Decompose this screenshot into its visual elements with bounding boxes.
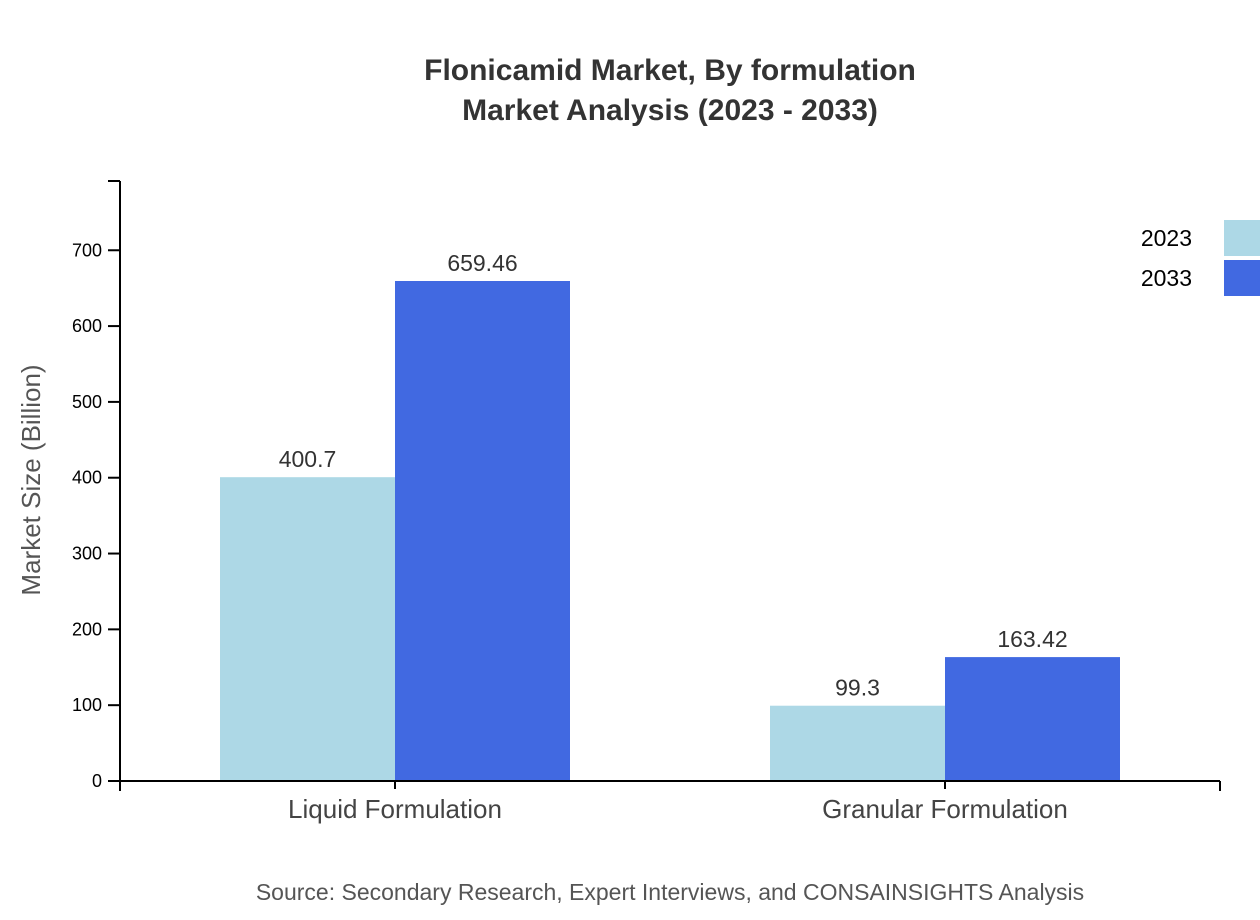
legend-label: 2023: [1141, 225, 1192, 251]
y-tick-label: 500: [72, 392, 102, 412]
bars-group: 400.7 659.46 99.3 163.42: [220, 250, 1120, 781]
x-tick-label: Granular Formulation: [822, 794, 1068, 824]
y-tick-label: 200: [72, 619, 102, 639]
bar-2023-1: [770, 705, 945, 781]
legend: 2023 2033: [1141, 220, 1260, 296]
data-label: 659.46: [447, 250, 517, 276]
y-tick-label: 300: [72, 544, 102, 564]
y-tick-label: 600: [72, 316, 102, 336]
x-tick-label: Liquid Formulation: [288, 794, 502, 824]
bar-2033-0: [395, 280, 570, 781]
bar-2033-1: [945, 657, 1120, 781]
y-tick-label: 400: [72, 468, 102, 488]
legend-swatch-2033: [1224, 260, 1260, 296]
data-label: 99.3: [835, 675, 880, 701]
data-label: 400.7: [279, 446, 337, 472]
axes-group: Liquid Formulation Granular Formulation 0 1…: [72, 180, 1221, 824]
chart-title: Flonicamid Market, By formulation: [424, 54, 916, 87]
y-axis-label: Market Size (Billion): [16, 364, 46, 595]
bar-2023-0: [220, 477, 395, 781]
y-tick-label: 700: [72, 240, 102, 260]
source-note: Source: Secondary Research, Expert Inter…: [256, 879, 1084, 905]
legend-swatch-2023: [1224, 220, 1260, 256]
data-label: 163.42: [997, 626, 1067, 652]
y-tick-label: 100: [72, 695, 102, 715]
y-tick-label: 0: [92, 771, 102, 791]
chart-subtitle: Market Analysis (2023 - 2033): [462, 94, 878, 127]
legend-label: 2033: [1141, 265, 1192, 291]
